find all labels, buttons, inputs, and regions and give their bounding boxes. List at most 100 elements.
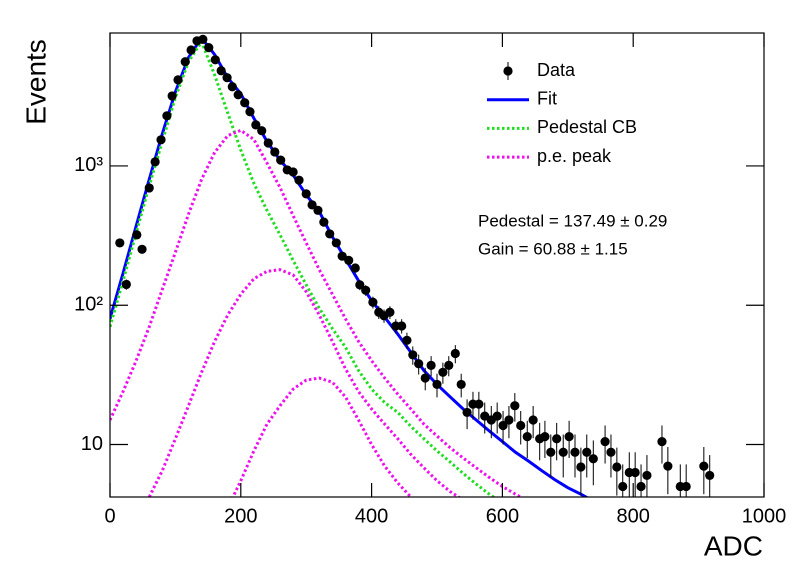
- data-point: [337, 251, 347, 261]
- data-point: [263, 138, 273, 148]
- data-point: [385, 307, 395, 317]
- data-point: [319, 217, 329, 227]
- data-point: [368, 297, 378, 307]
- data-point: [137, 244, 147, 254]
- data-point: [361, 285, 371, 295]
- data-point: [397, 321, 407, 331]
- data-point: [432, 379, 442, 390]
- data-point: [552, 434, 562, 444]
- data-point: [180, 57, 190, 67]
- data-point: [558, 447, 568, 457]
- x-tick-label: 600: [486, 505, 519, 527]
- data-point: [233, 90, 243, 100]
- data-point: [216, 66, 226, 76]
- data-point: [222, 73, 232, 83]
- data-point: [570, 447, 580, 457]
- data-point: [204, 43, 214, 53]
- data-point: [564, 431, 574, 442]
- data-point: [420, 373, 430, 383]
- data-point: [240, 98, 250, 108]
- y-tick-label: 10: [81, 433, 103, 455]
- data-point: [276, 155, 286, 165]
- annotation: Gain = 60.88 ± 1.15: [478, 239, 628, 258]
- data-point: [132, 230, 142, 240]
- data-point: [636, 481, 646, 492]
- data-point: [612, 462, 622, 472]
- frame: [109, 32, 765, 498]
- data-point: [307, 200, 317, 210]
- data-point: [606, 447, 616, 457]
- data-point: [498, 420, 508, 431]
- y-tick-label: 10³: [74, 154, 103, 176]
- data-point: [516, 420, 526, 431]
- data-point: [618, 481, 628, 492]
- data-point: [681, 481, 691, 492]
- data-point: [630, 467, 640, 478]
- data-point: [144, 183, 154, 193]
- data-point: [167, 91, 177, 101]
- data-point: [325, 229, 335, 239]
- data-point: [156, 135, 166, 145]
- data-point: [198, 34, 208, 44]
- data-point: [173, 75, 183, 85]
- data-point: [402, 335, 412, 345]
- data-point: [121, 279, 131, 290]
- fit-curve: [147, 268, 462, 497]
- data-point: [294, 175, 304, 185]
- x-tick-label: 1000: [742, 505, 787, 527]
- data-point: [301, 189, 311, 199]
- data-point: [699, 461, 709, 471]
- data-point: [257, 126, 267, 136]
- data-point: [288, 167, 298, 177]
- data-point: [438, 367, 448, 377]
- x-tick-label: 200: [224, 505, 257, 527]
- data-point: [642, 470, 652, 481]
- legend-text: Pedestal CB: [537, 117, 637, 137]
- data-point: [510, 401, 520, 411]
- data-point: [540, 431, 550, 442]
- data-point: [150, 157, 160, 167]
- data-point: [426, 360, 436, 370]
- data-point: [522, 431, 532, 442]
- data-point: [462, 407, 472, 418]
- data-point: [355, 280, 365, 290]
- data-point: [313, 205, 323, 215]
- y-axis-title: Events: [20, 39, 51, 125]
- data-point: [227, 82, 237, 92]
- data-point: [474, 399, 484, 409]
- data-point: [186, 45, 196, 55]
- fit-curve: [231, 376, 412, 497]
- data-point: [115, 238, 125, 248]
- y-tick-label: 10²: [74, 294, 103, 316]
- data-point: [408, 350, 418, 360]
- annotation: Pedestal = 137.49 ± 0.29: [478, 211, 667, 230]
- data-point: [210, 55, 220, 65]
- data-point: [528, 415, 538, 425]
- data-point: [450, 348, 460, 359]
- data-point: [657, 436, 667, 447]
- data-point: [344, 255, 354, 265]
- legend-text: p.e. peak: [537, 146, 612, 166]
- legend-text: Fit: [537, 88, 557, 108]
- x-tick-label: 400: [355, 505, 388, 527]
- fit-curve: [110, 38, 497, 497]
- legend-marker: [503, 66, 513, 76]
- data-point: [162, 111, 172, 121]
- x-tick-label: 800: [617, 505, 650, 527]
- data-point: [504, 415, 514, 425]
- data-point: [546, 447, 556, 457]
- data-point: [600, 436, 610, 447]
- x-tick-label: 0: [104, 505, 115, 527]
- data-point: [588, 454, 598, 464]
- data-point: [582, 447, 592, 457]
- data-point: [350, 263, 360, 273]
- data-point: [245, 107, 255, 117]
- data-point: [456, 379, 466, 390]
- data-point: [576, 462, 586, 472]
- legend-text: Data: [537, 60, 576, 80]
- data-point: [251, 120, 261, 130]
- data-point: [414, 359, 424, 369]
